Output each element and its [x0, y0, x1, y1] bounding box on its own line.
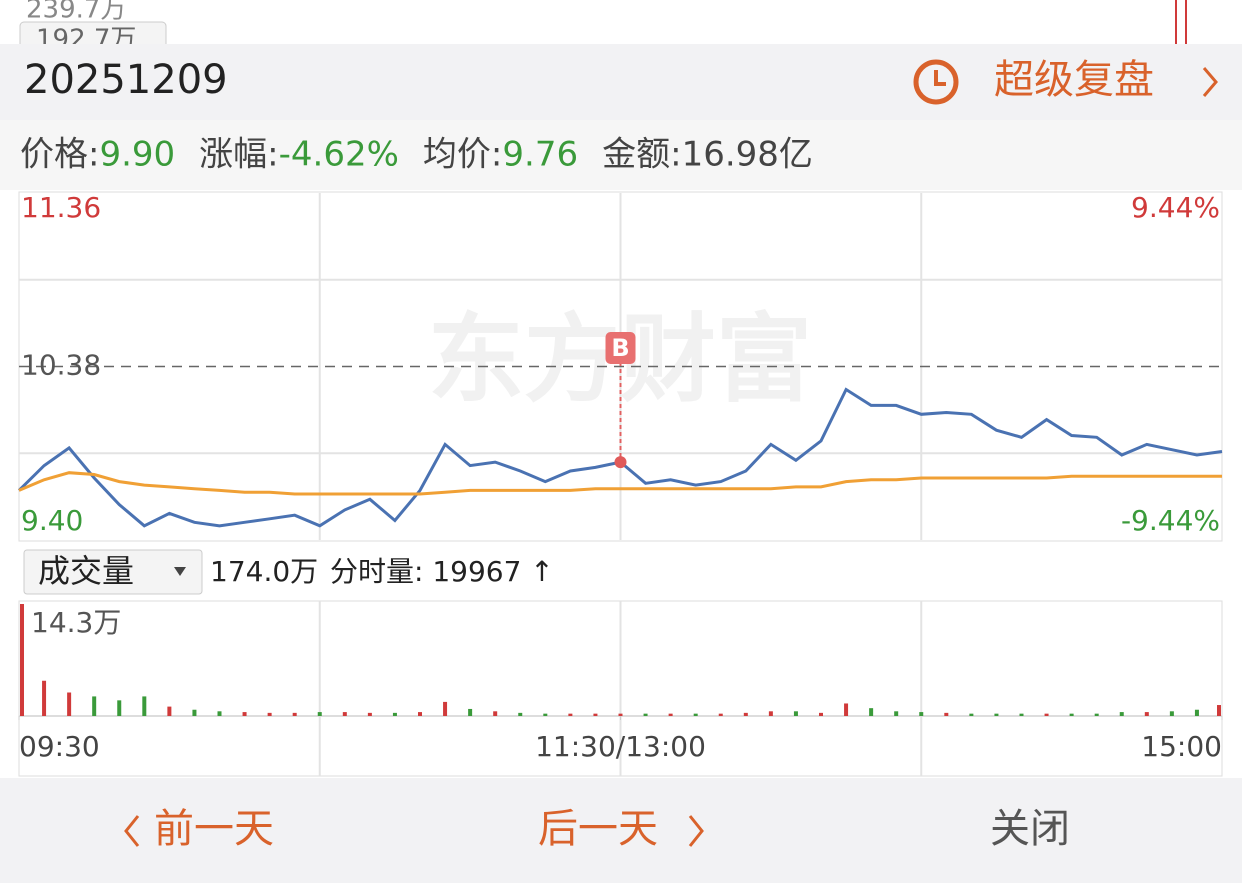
- volume-bar: [468, 708, 473, 716]
- x-tick-label: 09:30: [19, 730, 100, 763]
- volume-bar: [242, 712, 247, 716]
- stat-value: -4.62%: [279, 135, 399, 175]
- volume-bar: [367, 712, 372, 716]
- volume-bar: [1019, 713, 1024, 716]
- annotation-point: [614, 456, 627, 469]
- y2-tick-label: 9.44%: [1131, 191, 1220, 224]
- volume-bar: [994, 713, 999, 716]
- indicator-dropdown[interactable]: [23, 549, 203, 595]
- stat-label: 涨幅:: [199, 135, 278, 175]
- volume-bar: [1119, 712, 1124, 716]
- volume-bar: [718, 713, 723, 716]
- volume-bar: [418, 712, 422, 716]
- history-icon-hands: [934, 70, 946, 86]
- chevron: [124, 815, 140, 847]
- x-tick-label: 15:00: [1141, 730, 1222, 763]
- volume-bar: [443, 701, 448, 716]
- stats: 价格: 9.90 涨幅: -4.62% 均价: 9.76 金额: 16.98亿: [20, 135, 813, 175]
- volume-bar: [317, 712, 322, 716]
- annotation-label: B: [611, 334, 629, 362]
- volume-bar: [894, 711, 899, 716]
- dropdown-arrow: [174, 567, 186, 576]
- volume-bar: [117, 700, 122, 716]
- volume-bar: [1194, 709, 1199, 716]
- volume-bar: [819, 712, 823, 716]
- y-tick-label: 9.40: [21, 504, 83, 537]
- stat-value: 16.98亿: [682, 135, 813, 175]
- header-bar: [0, 44, 1242, 120]
- volume-bar: [869, 708, 874, 716]
- volume-bar: [217, 711, 222, 716]
- volume-total: 174.0万: [210, 555, 318, 588]
- stat-value: 9.76: [502, 135, 578, 175]
- volume-bar: [342, 712, 347, 716]
- volume-bar: [1144, 712, 1149, 716]
- stat-label: 金额:: [602, 135, 681, 175]
- date: 20251209: [24, 57, 228, 103]
- y-tick-label: 11.36: [21, 191, 101, 224]
- volume-bar: [618, 713, 623, 716]
- volume-bar: [493, 711, 498, 716]
- partial-label: 239.7万: [26, 0, 126, 25]
- volume-toolbar: 成交量 174.0万 分时量: 19967 ↑: [23, 549, 554, 595]
- volume-bar: [593, 713, 598, 716]
- stat-value: 9.90: [99, 135, 175, 175]
- close-button[interactable]: 关闭: [990, 806, 1070, 852]
- volume-bar: [919, 712, 924, 716]
- nav-bar: [0, 778, 1242, 883]
- volume-bar: [693, 713, 698, 716]
- volume-bar: [67, 692, 72, 716]
- volume-bar: [543, 713, 548, 716]
- stat-label: 均价:: [423, 135, 502, 175]
- y-tick-label: 10.38: [21, 349, 101, 382]
- prev-day[interactable]: 前一天: [124, 806, 274, 852]
- volume-bar: [42, 680, 47, 716]
- stat-label: 价格:: [20, 135, 99, 175]
- volume-bar: [844, 703, 849, 716]
- volume-bar: [92, 696, 97, 716]
- volume-bar: [1094, 713, 1099, 716]
- replay-label: 超级复盘: [994, 57, 1154, 103]
- next-day[interactable]: 后一天: [538, 806, 704, 852]
- volume-bar: [568, 713, 573, 716]
- indicator-label: 成交量: [38, 552, 134, 590]
- volume-bar: [20, 604, 24, 716]
- y2-tick-label: -9.44%: [1121, 504, 1220, 537]
- volume-bar: [743, 712, 748, 716]
- next-label: 后一天: [538, 806, 658, 852]
- volume-bar: [969, 713, 974, 716]
- x-tick-label: 11:30/13:00: [535, 730, 706, 763]
- volume-bar: [392, 712, 397, 716]
- volume-bar: [668, 713, 673, 716]
- stats-bar: [0, 120, 1242, 190]
- volume-bar: [192, 709, 197, 716]
- volume-bar: [292, 712, 297, 716]
- volume-bar: [518, 712, 523, 716]
- chevron: [1202, 67, 1218, 97]
- volume-bar: [1069, 713, 1074, 716]
- replay-button[interactable]: 超级复盘: [913, 57, 1218, 105]
- volume-bar: [1044, 713, 1049, 716]
- volume-bar: [142, 696, 147, 716]
- chevron: [688, 815, 704, 847]
- volume-bar: [1217, 705, 1221, 716]
- volume-bar: [643, 713, 648, 716]
- annotation-badge: [605, 332, 636, 364]
- prev-label: 前一天: [154, 806, 274, 852]
- y-tick-label: 14.3万: [31, 606, 121, 639]
- volume-bar: [944, 712, 949, 716]
- volume-bar: [793, 711, 798, 716]
- history-icon: [913, 59, 959, 105]
- price-line: [18, 471, 1222, 496]
- volume-bar: [267, 712, 272, 716]
- volume-bar: [768, 711, 773, 716]
- volume-bar: [167, 706, 172, 716]
- volume-bar: [1169, 711, 1174, 716]
- minute-volume: 分时量: 19967 ↑: [330, 555, 554, 588]
